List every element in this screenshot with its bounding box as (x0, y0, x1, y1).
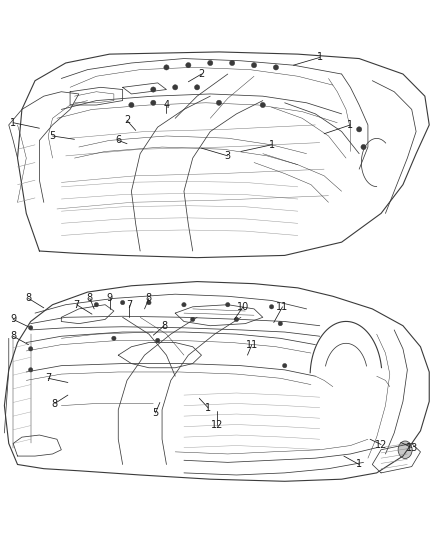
Circle shape (155, 338, 160, 343)
Text: 6: 6 (115, 135, 121, 146)
Circle shape (230, 60, 235, 66)
Text: 1: 1 (10, 118, 16, 128)
Text: 12: 12 (211, 419, 223, 430)
Circle shape (226, 303, 230, 307)
Text: 5: 5 (49, 131, 56, 141)
Text: 8: 8 (10, 331, 16, 341)
Circle shape (361, 144, 366, 150)
Ellipse shape (398, 441, 412, 458)
Circle shape (194, 85, 200, 90)
Circle shape (129, 102, 134, 108)
Circle shape (216, 100, 222, 106)
Circle shape (357, 127, 362, 132)
Text: 2: 2 (124, 116, 130, 125)
Text: 8: 8 (87, 293, 93, 303)
Text: 1: 1 (317, 52, 323, 62)
Text: 11: 11 (276, 302, 289, 312)
Circle shape (260, 102, 265, 108)
Text: 5: 5 (152, 408, 159, 418)
Circle shape (94, 303, 99, 307)
Circle shape (273, 65, 279, 70)
Text: 12: 12 (375, 440, 387, 449)
Text: 8: 8 (161, 321, 167, 330)
Text: 10: 10 (237, 302, 249, 312)
Circle shape (173, 85, 178, 90)
Text: 8: 8 (146, 293, 152, 303)
Text: 3: 3 (225, 151, 231, 161)
Circle shape (269, 304, 274, 309)
Circle shape (147, 301, 151, 305)
Text: 2: 2 (198, 69, 205, 79)
Text: 13: 13 (406, 443, 418, 453)
Text: 7: 7 (45, 373, 51, 383)
Circle shape (191, 317, 195, 321)
Circle shape (278, 321, 283, 326)
Text: 1: 1 (268, 140, 275, 150)
Text: 9: 9 (106, 293, 113, 303)
Text: 8: 8 (52, 399, 58, 408)
Circle shape (112, 336, 116, 341)
Circle shape (182, 303, 186, 307)
Text: 7: 7 (126, 300, 132, 310)
Circle shape (151, 100, 156, 106)
Circle shape (208, 60, 213, 66)
Circle shape (28, 368, 33, 372)
Text: 1: 1 (356, 459, 362, 470)
Circle shape (283, 364, 287, 368)
Text: 1: 1 (205, 403, 211, 413)
Circle shape (151, 87, 156, 92)
Circle shape (120, 301, 125, 305)
Text: 8: 8 (25, 293, 32, 303)
Circle shape (164, 65, 169, 70)
Circle shape (28, 326, 33, 330)
Text: 7: 7 (74, 300, 80, 310)
Text: 1: 1 (347, 120, 353, 130)
Text: 9: 9 (10, 314, 16, 325)
Circle shape (28, 346, 33, 351)
Text: 4: 4 (163, 100, 170, 110)
Circle shape (234, 317, 239, 321)
Text: 11: 11 (246, 340, 258, 350)
Circle shape (186, 62, 191, 68)
Circle shape (251, 62, 257, 68)
